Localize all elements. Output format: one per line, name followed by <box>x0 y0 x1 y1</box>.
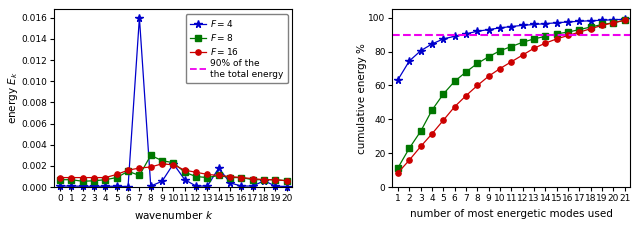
Y-axis label: energy $E_k$: energy $E_k$ <box>6 72 20 125</box>
X-axis label: wavenumber $k$: wavenumber $k$ <box>134 209 213 221</box>
X-axis label: number of most energetic modes used: number of most energetic modes used <box>410 209 613 219</box>
Legend: $F = 4$, $F = 8$, $F = 16$, 90% of the
the total energy: $F = 4$, $F = 8$, $F = 16$, 90% of the t… <box>186 14 288 83</box>
Y-axis label: cumulative energy %: cumulative energy % <box>357 43 367 154</box>
